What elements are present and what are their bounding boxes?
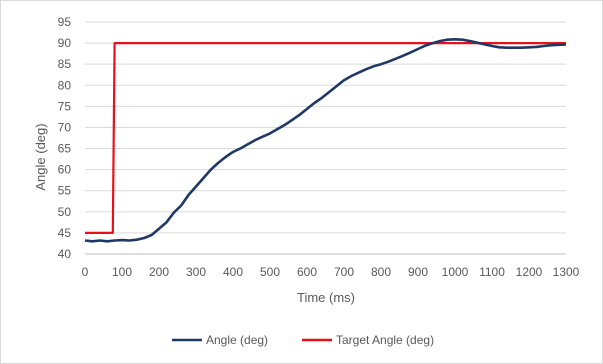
x-tick-label: 100 [112,265,132,279]
y-tick-label: 40 [58,247,72,261]
x-tick-label: 200 [149,265,169,279]
x-tick-label: 1200 [516,265,543,279]
x-tick-label: 1300 [553,265,580,279]
legend-label-angle: Angle (deg) [206,333,268,347]
y-tick-label: 90 [58,36,72,50]
y-tick-label: 85 [58,57,72,71]
x-tick-label: 600 [297,265,317,279]
x-tick-label: 500 [260,265,280,279]
y-tick-label: 55 [58,184,72,198]
legend: Angle (deg) Target Angle (deg) [172,333,434,347]
gridlines [85,21,566,234]
y-tick-label: 95 [58,15,72,29]
y-tick-label: 50 [58,205,72,219]
x-tick-label: 0 [82,265,89,279]
y-tick-label: 70 [58,120,72,134]
x-tick-label: 300 [186,265,206,279]
y-tick-label: 60 [58,163,72,177]
x-axis-tick-labels: 0 100 200 300 400 500 600 700 800 900 1000 1100 1200… [82,265,580,279]
legend-label-target-angle: Target Angle (deg) [336,333,434,347]
x-tick-label: 1100 [479,265,505,279]
y-tick-label: 65 [58,142,72,156]
x-tick-label: 700 [334,265,354,279]
x-tick-label: 800 [371,265,391,279]
series-line-target-angle [85,41,566,234]
x-tick-label: 900 [408,265,428,279]
y-axis-title: Angle (deg) [33,123,48,190]
x-tick-label: 400 [223,265,243,279]
series-layer [84,37,567,243]
x-axis-title: Time (ms) [297,290,355,305]
y-tick-label: 45 [58,226,72,240]
x-tick-label: 1000 [442,265,469,279]
series-line-angle [84,37,567,243]
y-tick-label: 75 [58,99,72,113]
y-tick-label: 80 [58,78,72,92]
y-axis-tick-labels: 40 45 50 55 60 65 70 75 80 85 90 95 [58,15,72,261]
